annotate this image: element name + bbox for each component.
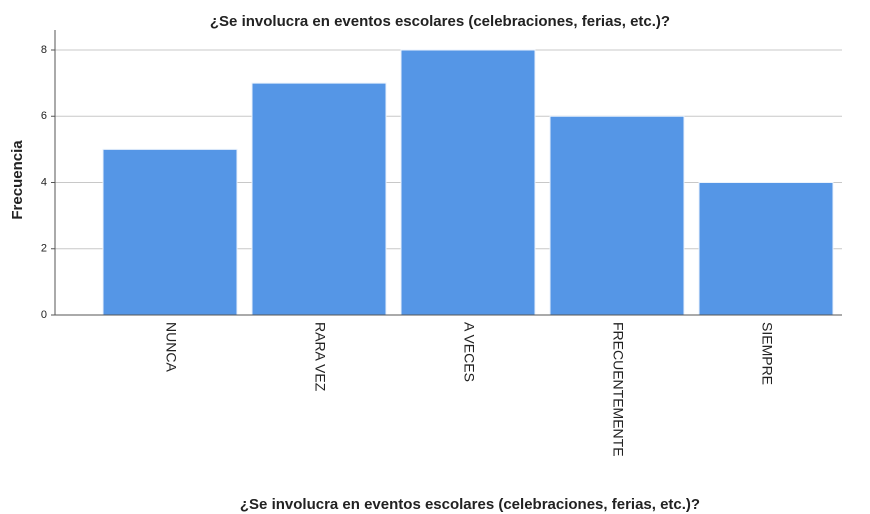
bar — [102, 148, 238, 316]
y-tick-label: 6 — [41, 110, 47, 122]
x-tick-label: RARA VEZ — [312, 322, 328, 392]
x-tick-label: A VECES — [461, 322, 477, 382]
bar — [549, 115, 685, 316]
x-tick-label: FRECUENTEMENTE — [610, 322, 626, 457]
y-tick-label: 0 — [41, 309, 47, 321]
bar — [251, 82, 387, 316]
y-tick-label: 2 — [41, 243, 47, 255]
bar — [698, 182, 834, 316]
chart-title: ¿Se involucra en eventos escolares (cele… — [210, 13, 670, 30]
y-tick-label: 8 — [41, 44, 47, 56]
y-axis-title: Frecuencia — [9, 140, 26, 220]
x-tick-label: SIEMPRE — [759, 322, 775, 385]
y-tick-label: 4 — [41, 176, 47, 188]
bar — [400, 49, 536, 316]
x-axis-title: ¿Se involucra en eventos escolares (cele… — [240, 496, 700, 513]
x-tick-label: NUNCA — [163, 322, 179, 372]
